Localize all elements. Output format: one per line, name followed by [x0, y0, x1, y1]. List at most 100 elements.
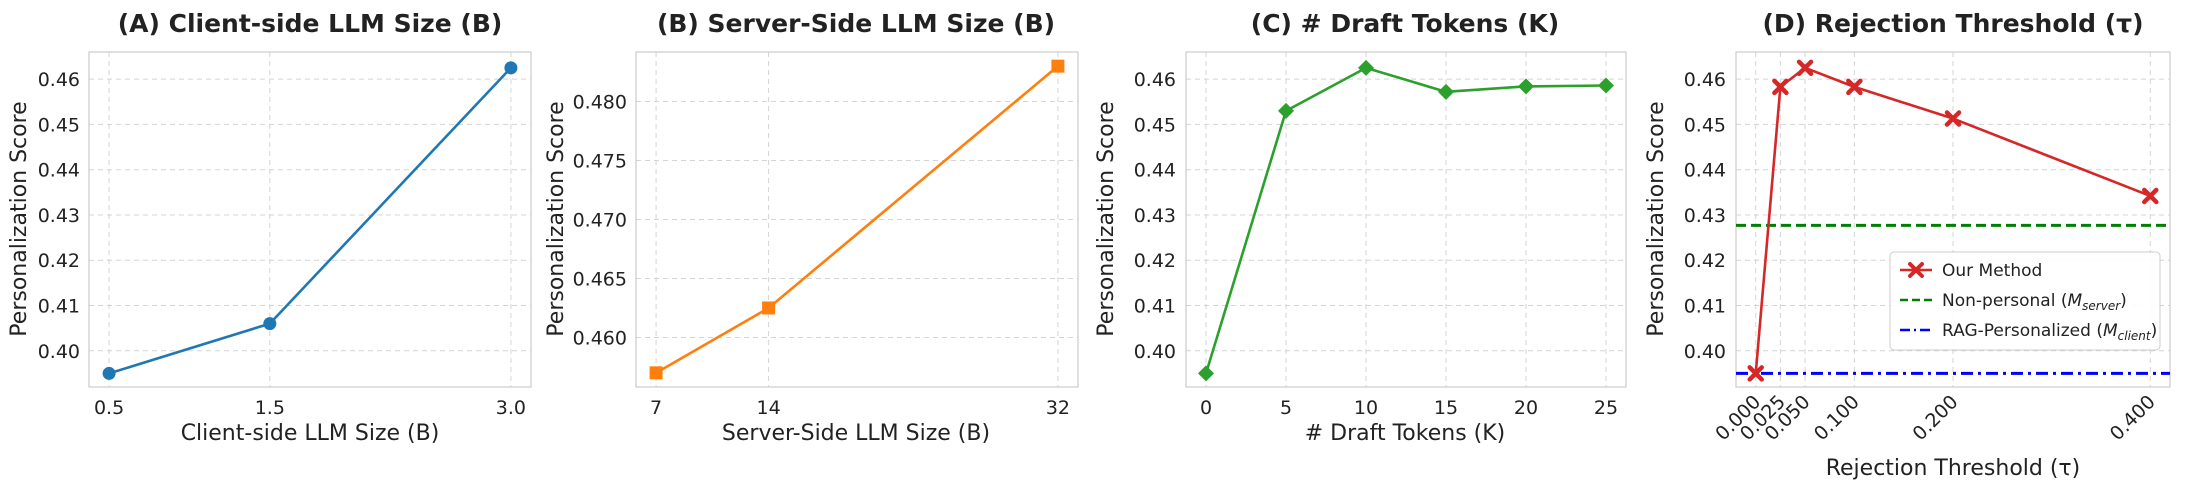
panel-b-ylabel: Personalization Score — [544, 101, 569, 336]
legend-label: Our Method — [1942, 261, 2042, 281]
x-tick-label: 20 — [1514, 397, 1538, 419]
panel-d-xticks: 0.000 0.025 0.050 0.100 0.200 0.400 — [1711, 391, 2160, 445]
panel-a-frame — [88, 51, 532, 388]
legend: Our Method Non-personal (Mserver) RAG-Pe… — [1889, 251, 2161, 351]
panel-c-yticks: 0.40 0.41 0.42 0.43 0.44 0.45 0.46 — [1134, 69, 1176, 363]
panel-c-frame — [1185, 51, 1627, 388]
data-point-diamond — [1358, 59, 1374, 76]
panel-d: (D) Rejection Threshold (τ) 0.40 0.41 0.… — [1644, 9, 2171, 481]
legend-label-math: M — [2067, 291, 2082, 311]
data-point-square — [649, 366, 663, 380]
x-tick-label: 3.0 — [496, 397, 526, 419]
panel-b-title: (B) Server-Side LLM Size (B) — [657, 9, 1055, 38]
legend-label-non-personal: Non-personal (Mserver) — [1942, 291, 2127, 313]
y-tick-label: 0.480 — [573, 92, 627, 114]
data-point-diamond — [1518, 78, 1534, 95]
y-tick-label: 0.44 — [1134, 160, 1176, 182]
data-point-x — [1944, 110, 1962, 127]
legend-label-text: Non-personal ( — [1942, 291, 2067, 311]
panel-a-title: (A) Client-side LLM Size (B) — [118, 9, 503, 38]
data-point-diamond — [1598, 77, 1614, 94]
x-tick-label: 1.5 — [255, 397, 285, 419]
panel-a-ylabel: Personalization Score — [7, 101, 32, 336]
panel-c-series — [1198, 59, 1614, 382]
legend-label-subscript: server — [2082, 299, 2121, 313]
y-tick-label: 0.470 — [573, 210, 627, 232]
series-line — [1204, 66, 1607, 374]
y-tick-label: 0.45 — [38, 114, 80, 136]
data-point-circle — [263, 317, 277, 331]
x-tick-label: 32 — [1046, 397, 1070, 419]
panel-d-reference-lines — [1736, 223, 2170, 375]
panel-b-series — [649, 59, 1065, 380]
legend-box — [1889, 251, 2161, 351]
panel-b-xlabel: Server-Side LLM Size (B) — [722, 421, 990, 446]
y-tick-label: 0.45 — [1684, 114, 1726, 136]
y-tick-label: 0.46 — [1134, 69, 1176, 91]
panel-d-series — [1747, 59, 2159, 382]
panel-a-yticks: 0.40 0.41 0.42 0.43 0.44 0.45 0.46 — [38, 69, 80, 363]
x-tick-label: 0.400 — [2106, 391, 2160, 445]
y-tick-label: 0.43 — [38, 205, 80, 227]
data-point-x — [1846, 78, 1863, 96]
legend-marker-x-icon — [1908, 262, 1924, 278]
y-tick-label: 0.42 — [1684, 250, 1726, 272]
panel-a: (A) Client-side LLM Size (B) 0.40 0.41 0… — [7, 9, 532, 446]
y-tick-label: 0.42 — [1134, 250, 1176, 272]
panel-c-xticks: 0 5 10 15 20 25 — [1200, 397, 1618, 419]
y-tick-label: 0.43 — [1134, 205, 1176, 227]
y-tick-label: 0.44 — [38, 160, 80, 182]
y-tick-label: 0.42 — [38, 250, 80, 272]
series-line — [1754, 66, 2151, 374]
panel-b-grid — [636, 52, 1078, 387]
y-tick-label: 0.465 — [573, 268, 627, 290]
y-tick-label: 0.41 — [1684, 296, 1726, 318]
data-point-diamond — [1198, 365, 1214, 382]
panel-b: (B) Server-Side LLM Size (B) 0.460 0.465… — [544, 9, 1079, 446]
legend-item-our-method: Our Method — [1900, 261, 2042, 281]
data-point-x — [2142, 187, 2159, 205]
data-point-x — [1747, 365, 1764, 382]
panel-b-xticks: 7 14 32 — [650, 397, 1070, 419]
y-tick-label: 0.41 — [1134, 296, 1176, 318]
legend-item-rag-personalized: RAG-Personalized (Mclient) — [1900, 321, 2157, 343]
y-tick-label: 0.43 — [1684, 205, 1726, 227]
panel-c-title: (C) # Draft Tokens (K) — [1251, 9, 1559, 38]
panel-d-yticks: 0.40 0.41 0.42 0.43 0.44 0.45 0.46 — [1684, 69, 1726, 363]
legend-label-text: ) — [2120, 291, 2127, 311]
panel-c-xlabel: # Draft Tokens (K) — [1305, 421, 1506, 446]
x-tick-label: 0.200 — [1909, 391, 1963, 445]
y-tick-label: 0.475 — [573, 151, 627, 173]
y-tick-label: 0.41 — [38, 296, 80, 318]
legend-label-subscript: client — [2118, 329, 2152, 343]
y-tick-label: 0.40 — [1134, 341, 1176, 363]
panel-a-grid — [89, 52, 531, 387]
panel-a-series — [102, 61, 518, 380]
legend-label-rag-personalized: RAG-Personalized (Mclient) — [1942, 321, 2157, 343]
legend-item-non-personal: Non-personal (Mserver) — [1900, 291, 2127, 313]
data-point-x — [1796, 59, 1814, 77]
x-tick-label: 0 — [1200, 397, 1212, 419]
y-tick-label: 0.45 — [1134, 114, 1176, 136]
x-tick-label: 25 — [1594, 397, 1618, 419]
panel-d-title: (D) Rejection Threshold (τ) — [1762, 9, 2143, 38]
panel-d-frame — [1735, 51, 2171, 388]
y-tick-label: 0.46 — [38, 69, 80, 91]
data-point-circle — [504, 61, 518, 75]
panel-c: (C) # Draft Tokens (K) 0.40 0.41 0.42 0.… — [1094, 9, 1627, 446]
panel-c-ylabel: Personalization Score — [1094, 101, 1119, 336]
legend-label-text: RAG-Personalized ( — [1942, 321, 2103, 341]
data-point-square — [762, 301, 776, 315]
x-tick-label: 15 — [1434, 397, 1458, 419]
data-point-square — [1051, 59, 1065, 73]
y-tick-label: 0.460 — [573, 327, 627, 349]
panel-b-frame — [635, 51, 1079, 388]
y-tick-label: 0.44 — [1684, 160, 1726, 182]
data-point-diamond — [1278, 102, 1294, 119]
panel-a-xlabel: Client-side LLM Size (B) — [181, 421, 440, 446]
x-tick-label: 0.5 — [94, 397, 124, 419]
panel-b-yticks: 0.460 0.465 0.470 0.475 0.480 — [573, 92, 627, 350]
data-point-circle — [102, 366, 116, 380]
series-line — [108, 66, 512, 375]
